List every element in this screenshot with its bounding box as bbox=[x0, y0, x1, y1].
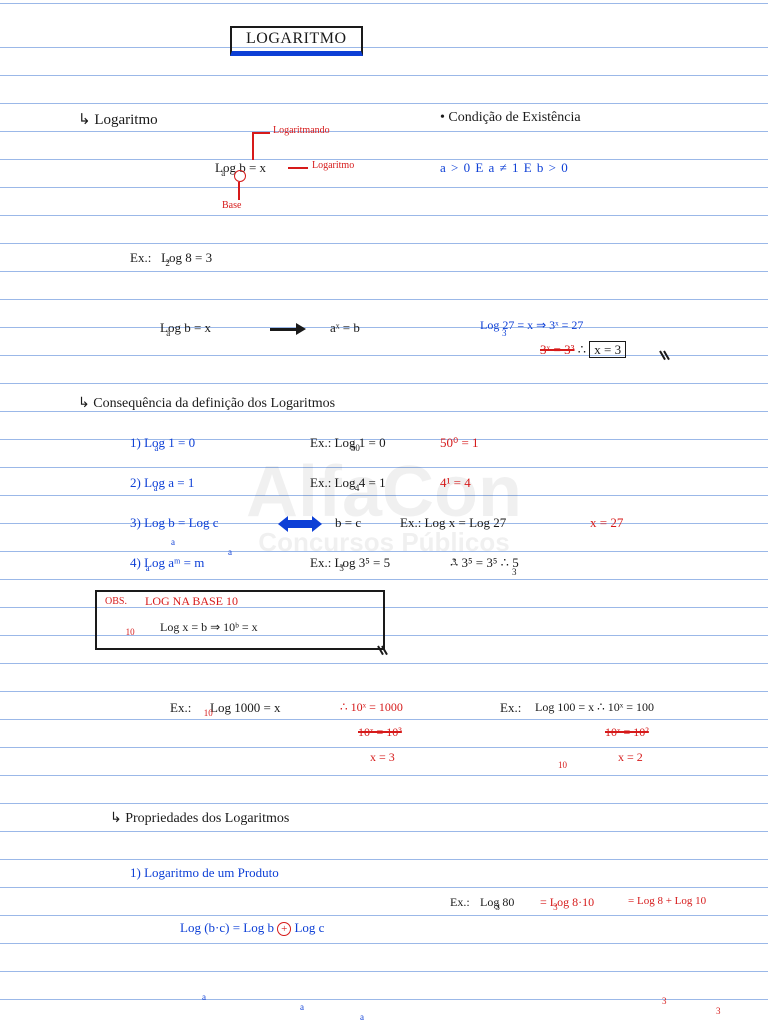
rule1-ex-text: Ex.: Log 1 = 0 bbox=[310, 435, 386, 450]
rule3-ex-sub2: 3 bbox=[512, 567, 768, 577]
label-base: Base bbox=[222, 200, 241, 211]
heading-condicao: • Condição de Existência bbox=[440, 110, 581, 126]
ex1-sub: 2 bbox=[165, 258, 170, 268]
arrow-down-icon bbox=[238, 182, 240, 200]
prop1-ex-sub4: 3 bbox=[716, 1006, 768, 1016]
rule2-result: 4¹ = 4 bbox=[440, 475, 471, 491]
rule2-ex-text: Ex.: Log 4 = 1 bbox=[310, 475, 386, 490]
main-equation: Log b = x a bbox=[215, 160, 225, 176]
rule4-sub: a bbox=[146, 563, 150, 573]
obs-line2-sub: 10 bbox=[126, 627, 135, 637]
prop1-rule-l: Log (b·c) = Log b bbox=[180, 920, 274, 935]
ex1: Ex.: Log 8 = 3 2 bbox=[130, 250, 170, 266]
prop1-ex-sub1: 3 bbox=[495, 902, 500, 912]
rule4-text: 4) Log aᵐ = m bbox=[130, 555, 204, 570]
rule1-result: 50⁰ = 1 bbox=[440, 435, 479, 451]
rule1-ex: Ex.: Log 1 = 0 50 bbox=[310, 435, 360, 451]
heading-logaritmo: ↳ Logaritmo bbox=[78, 110, 158, 129]
def-left-sub: a bbox=[166, 328, 170, 338]
ex10a-l1-text: Log 1000 = x bbox=[210, 700, 281, 715]
ex10b-r2: 10ˣ = 10² bbox=[605, 725, 649, 740]
arrow-implies-icon bbox=[270, 320, 306, 336]
prop1-ex-m: = Log 8·10 3 bbox=[540, 895, 558, 910]
rule3: 3) Log b = Log c bbox=[130, 515, 219, 531]
ex1-prefix: Ex.: bbox=[130, 250, 151, 265]
rule2-sub: a bbox=[154, 483, 158, 493]
rule4-ex-sub: 3 bbox=[339, 563, 344, 573]
prop1-ex-l: Log 80 3 bbox=[480, 895, 500, 910]
heading-propriedades: ↳ Propriedades dos Logaritmos bbox=[110, 810, 289, 827]
ex10a-l1: Log 1000 = x 10 bbox=[210, 700, 213, 716]
rule2-ex: Ex.: Log 4 = 1 4 bbox=[310, 475, 359, 491]
ex10a-r3: x = 3 bbox=[370, 750, 395, 765]
ex10b-l1-text: Log 100 = x ∴ 10ˣ = 100 bbox=[535, 700, 654, 714]
existence-condition: a > 0 E a ≠ 1 E b > 0 bbox=[440, 160, 569, 176]
ex10b-l1: Log 100 = x ∴ 10ˣ = 100 bbox=[535, 700, 654, 715]
prop1-ex-r: = Log 8 + Log 10 bbox=[628, 895, 706, 907]
rule3-sub1: a bbox=[171, 537, 768, 547]
prop1-ex-prefix: Ex.: bbox=[450, 895, 470, 910]
ex10b-r3: x = 2 bbox=[618, 750, 643, 765]
arrow-up-icon bbox=[252, 132, 254, 160]
prop1-ex-sub2: 3 bbox=[553, 902, 558, 912]
base-circle-icon bbox=[234, 170, 246, 182]
def-ex-l2a: 3ˣ = 3³ bbox=[540, 342, 575, 357]
prop1-rule-r: Log c bbox=[294, 920, 324, 935]
arrow-right-icon bbox=[288, 167, 308, 169]
label-logaritmo: Logaritmo bbox=[312, 160, 354, 171]
rule1: 1) Log 1 = 0 a bbox=[130, 435, 158, 451]
tick-mark-2-icon bbox=[378, 645, 390, 657]
rule2-text: 2) Log a = 1 bbox=[130, 475, 194, 490]
plus-circle-icon: + bbox=[277, 922, 291, 936]
prop1-ex-r-text: Log 8 + Log 10 bbox=[637, 895, 706, 907]
def-ex-l2: 3ˣ = 3³ ∴ x = 3 bbox=[540, 342, 626, 358]
ex10b-prefix: Ex.: bbox=[500, 700, 521, 716]
label-logaritmando: Logaritmando bbox=[273, 125, 330, 136]
rule4-ex-text: Ex.: Log 3⁵ = 5 bbox=[310, 555, 390, 570]
ex10a-sub: 10 bbox=[204, 708, 213, 718]
rule3-ex: Ex.: Log x = Log 27 bbox=[400, 515, 506, 531]
ex10b-sub: 10 bbox=[558, 760, 768, 770]
rule3-result: x = 27 bbox=[590, 515, 623, 531]
def-left: Log b = x a bbox=[160, 320, 170, 336]
rule4-ex: Ex.: Log 3⁵ = 5 3 bbox=[310, 555, 344, 571]
eq-base: a bbox=[221, 168, 225, 178]
rule1-text: 1) Log 1 = 0 bbox=[130, 435, 195, 450]
rule4: 4) Log aᵐ = m a bbox=[130, 555, 150, 571]
rule4-result: ∴ 3⁵ = 3⁵ ∴ 5 bbox=[450, 555, 519, 571]
prop1-rule: Log (b·c) = Log b + Log c bbox=[180, 920, 324, 936]
def-ex-l1-sub: 3 bbox=[502, 328, 768, 338]
page-title-text: Logaritmo bbox=[246, 30, 347, 47]
rule1-ex-sub: 50 bbox=[351, 443, 360, 453]
def-ex-l2b: ∴ bbox=[578, 342, 586, 357]
page-title: Logaritmo bbox=[230, 26, 363, 56]
ex10a-prefix: Ex.: bbox=[170, 700, 191, 716]
prop1-title: 1) Logaritmo de um Produto bbox=[130, 865, 279, 881]
rule1-sub: a bbox=[154, 443, 158, 453]
ex10a-r2: 10ˣ = 10³ bbox=[358, 725, 402, 740]
double-arrow-icon bbox=[278, 515, 322, 532]
def-ex-answer: x = 3 bbox=[589, 341, 626, 358]
rule3-text: 3) Log b = Log c bbox=[130, 515, 219, 530]
obs-line1: Log na base 10 bbox=[145, 594, 238, 609]
obs-label: Obs. bbox=[105, 596, 127, 607]
prop1-sub3: a bbox=[360, 1012, 768, 1022]
rule3-rhs: b = c bbox=[335, 515, 361, 531]
rule3-ex-text: Ex.: Log x = Log 27 bbox=[400, 515, 506, 530]
tick-mark-icon bbox=[660, 350, 672, 362]
obs-line2-text: Log x = b ⇒ 10ᵇ = x bbox=[160, 620, 258, 634]
rule2: 2) Log a = 1 a bbox=[130, 475, 158, 491]
prop1-ex-sub3: 3 bbox=[662, 996, 768, 1006]
heading-consequencia: ↳ Consequência da definição dos Logaritm… bbox=[78, 395, 335, 412]
arrow-up-horiz-icon bbox=[252, 132, 270, 134]
def-right: aˣ = b bbox=[330, 320, 360, 336]
rule2-ex-sub: 4 bbox=[355, 483, 360, 493]
ex10a-r1: ∴ 10ˣ = 1000 bbox=[340, 700, 403, 715]
